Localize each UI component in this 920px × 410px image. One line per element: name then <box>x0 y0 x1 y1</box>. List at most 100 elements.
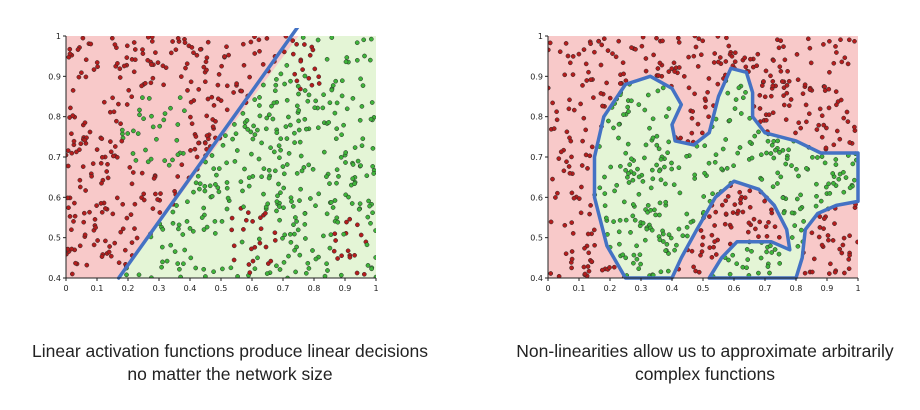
red-point <box>204 133 210 139</box>
green-point <box>630 213 636 219</box>
red-point <box>111 109 117 115</box>
green-point <box>634 243 639 249</box>
green-point <box>827 191 833 196</box>
red-point <box>778 38 784 44</box>
green-point <box>796 173 801 179</box>
red-point <box>770 83 776 89</box>
red-point <box>841 115 847 121</box>
red-point <box>294 78 300 84</box>
red-point <box>88 41 94 47</box>
green-point <box>187 226 193 231</box>
red-point <box>170 39 175 44</box>
red-point <box>806 111 812 117</box>
red-point <box>740 209 746 215</box>
red-point <box>822 84 827 90</box>
red-point <box>784 83 790 88</box>
green-point <box>302 73 308 79</box>
red-point <box>753 226 758 232</box>
red-point <box>294 41 299 47</box>
red-point <box>842 55 848 61</box>
red-point <box>598 91 604 96</box>
caption-linear: Linear activation functions produce line… <box>32 341 428 384</box>
green-point <box>657 200 663 206</box>
x-tick-label: 0.8 <box>790 284 803 293</box>
red-point <box>748 56 753 62</box>
red-point <box>726 43 732 49</box>
green-point <box>620 252 626 258</box>
red-point <box>689 130 695 136</box>
red-point <box>81 219 87 225</box>
red-point <box>132 47 138 52</box>
green-point <box>203 274 208 278</box>
green-point <box>795 243 801 249</box>
red-point <box>310 47 316 53</box>
green-point <box>636 174 642 180</box>
green-point <box>764 249 769 255</box>
green-point <box>373 255 376 260</box>
red-point <box>120 201 126 207</box>
green-point <box>671 182 677 188</box>
green-point <box>259 174 264 180</box>
red-point <box>571 195 577 201</box>
red-point <box>585 166 590 171</box>
red-point <box>106 249 112 255</box>
green-point <box>765 264 771 269</box>
green-point <box>168 242 174 248</box>
red-point <box>712 223 717 228</box>
green-point <box>629 156 634 162</box>
red-point <box>331 248 337 254</box>
green-point <box>146 96 152 101</box>
green-point <box>710 191 715 197</box>
red-point <box>839 250 845 256</box>
red-point <box>124 215 130 221</box>
red-point <box>139 170 145 176</box>
red-point <box>116 101 121 107</box>
red-point <box>553 195 558 200</box>
green-point <box>281 185 287 191</box>
green-point <box>137 107 142 113</box>
red-point <box>72 213 78 219</box>
red-point <box>157 210 163 215</box>
red-point <box>770 79 776 84</box>
green-point <box>338 154 344 160</box>
red-point <box>224 83 230 89</box>
green-point <box>324 174 329 179</box>
red-point <box>690 109 696 114</box>
y-tick-label: 0.5 <box>48 234 61 243</box>
green-point <box>623 255 629 261</box>
red-point <box>581 115 587 121</box>
green-point <box>668 235 674 241</box>
green-point <box>328 232 334 238</box>
red-point <box>802 82 808 88</box>
green-point <box>366 198 371 204</box>
green-point <box>616 135 621 141</box>
x-tick-label: 0.3 <box>635 284 648 293</box>
red-point <box>71 219 76 224</box>
red-point <box>681 74 687 79</box>
red-point <box>651 52 656 58</box>
red-point <box>702 96 708 102</box>
green-point <box>176 226 181 232</box>
green-point <box>733 97 739 102</box>
scatter-points <box>66 36 376 278</box>
red-point <box>821 42 826 47</box>
red-point <box>196 140 201 146</box>
green-point <box>159 244 165 250</box>
green-point <box>768 243 773 249</box>
green-point <box>631 260 636 266</box>
green-point <box>296 91 301 97</box>
green-point <box>801 219 806 224</box>
green-point <box>626 109 631 114</box>
green-point <box>277 267 283 272</box>
red-point <box>732 202 738 207</box>
green-point <box>302 222 308 227</box>
green-point <box>178 274 183 278</box>
green-point <box>257 113 263 119</box>
green-point <box>341 231 347 237</box>
green-point <box>295 83 301 89</box>
red-point <box>847 140 853 145</box>
red-point <box>98 201 104 206</box>
red-point <box>617 81 623 86</box>
green-point <box>373 274 376 278</box>
green-point <box>131 128 136 134</box>
